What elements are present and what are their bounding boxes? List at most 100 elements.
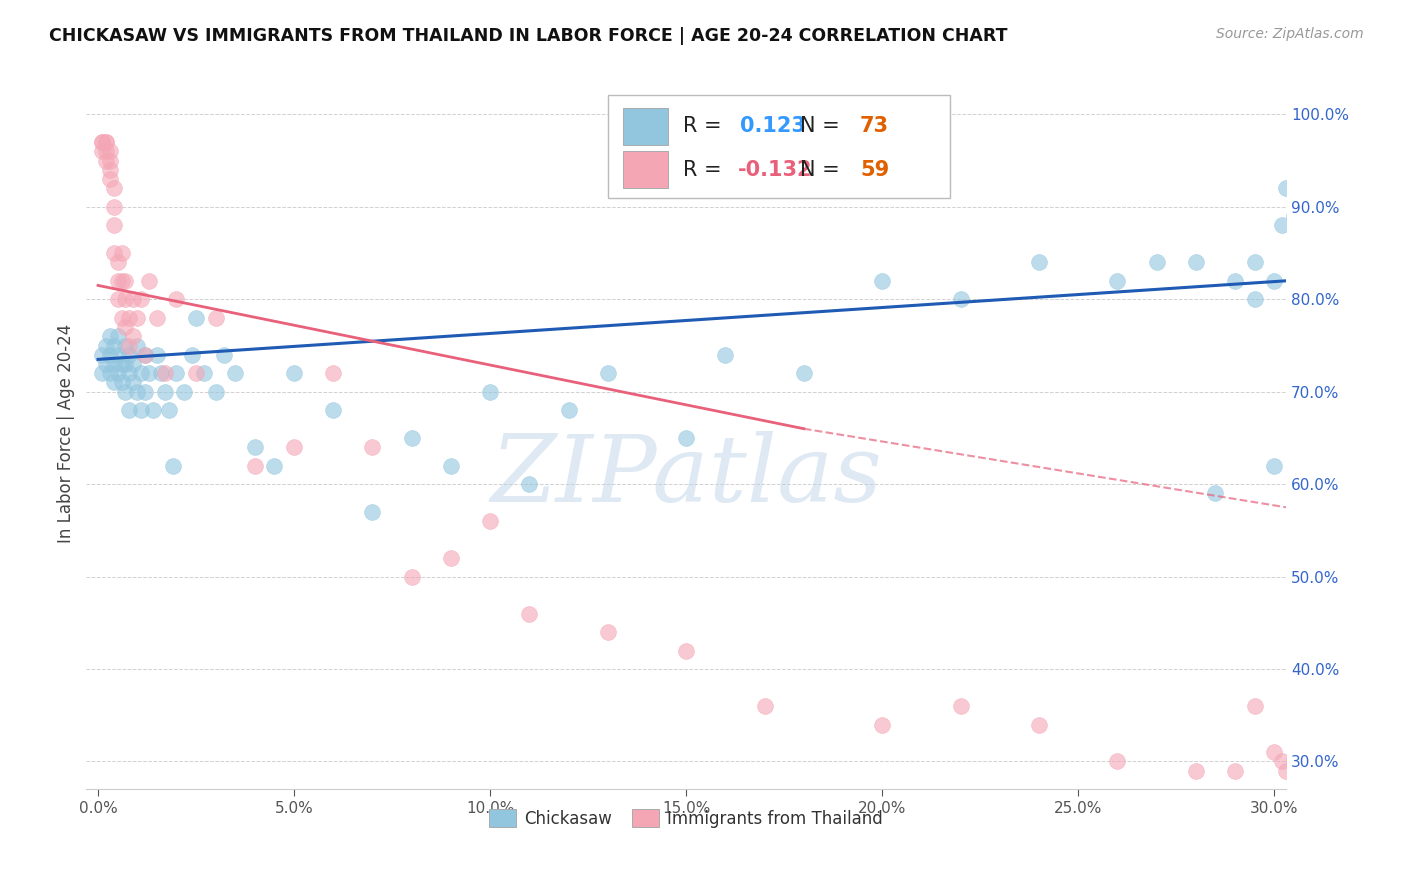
- Point: [142, 403, 165, 417]
- Point: [122, 357, 145, 371]
- Point: [114, 320, 136, 334]
- Point: [146, 310, 169, 325]
- Point: [107, 366, 129, 380]
- Point: [243, 458, 266, 473]
- Point: [193, 366, 215, 380]
- Point: [557, 403, 579, 417]
- FancyBboxPatch shape: [623, 151, 668, 188]
- Point: [94, 153, 117, 168]
- Point: [162, 458, 184, 473]
- Point: [1184, 764, 1206, 778]
- Point: [138, 366, 160, 380]
- Point: [149, 366, 172, 380]
- Point: [110, 376, 132, 390]
- Point: [1028, 255, 1050, 269]
- Point: [243, 440, 266, 454]
- Point: [212, 348, 235, 362]
- Point: [1204, 486, 1226, 500]
- Point: [110, 246, 132, 260]
- Point: [127, 384, 149, 399]
- FancyBboxPatch shape: [609, 95, 950, 198]
- Point: [401, 569, 423, 583]
- Point: [479, 514, 502, 528]
- Point: [1146, 255, 1168, 269]
- Point: [181, 348, 204, 362]
- Point: [107, 329, 129, 343]
- Point: [134, 348, 156, 362]
- Point: [134, 384, 156, 399]
- Point: [107, 293, 129, 307]
- Point: [146, 348, 169, 362]
- Point: [138, 274, 160, 288]
- Point: [401, 431, 423, 445]
- Point: [129, 403, 152, 417]
- Point: [1107, 755, 1129, 769]
- Point: [110, 357, 132, 371]
- Point: [166, 293, 188, 307]
- Point: [263, 458, 285, 473]
- Point: [1282, 755, 1305, 769]
- Point: [94, 135, 117, 149]
- Point: [1223, 274, 1246, 288]
- Point: [1271, 755, 1294, 769]
- Point: [322, 403, 344, 417]
- Text: 0.123: 0.123: [740, 116, 806, 136]
- Point: [793, 366, 815, 380]
- Point: [714, 348, 737, 362]
- Point: [122, 293, 145, 307]
- Point: [107, 274, 129, 288]
- Text: R =: R =: [682, 116, 728, 136]
- Point: [98, 329, 121, 343]
- Text: Source: ZipAtlas.com: Source: ZipAtlas.com: [1216, 27, 1364, 41]
- Point: [166, 366, 188, 380]
- Text: R =: R =: [682, 160, 728, 179]
- Point: [114, 274, 136, 288]
- Point: [1243, 255, 1265, 269]
- Point: [361, 505, 384, 519]
- Point: [1028, 717, 1050, 731]
- Point: [184, 366, 207, 380]
- Point: [184, 310, 207, 325]
- Point: [91, 135, 114, 149]
- Point: [118, 348, 141, 362]
- Point: [107, 255, 129, 269]
- Point: [517, 607, 540, 621]
- Point: [173, 384, 195, 399]
- Point: [1263, 274, 1285, 288]
- Point: [870, 717, 893, 731]
- Point: [114, 384, 136, 399]
- Point: [754, 699, 776, 714]
- Point: [94, 135, 117, 149]
- Point: [1243, 293, 1265, 307]
- Point: [103, 357, 125, 371]
- Point: [114, 357, 136, 371]
- Text: 73: 73: [860, 116, 889, 136]
- Point: [94, 145, 117, 159]
- Point: [98, 348, 121, 362]
- Text: ZIPatlas: ZIPatlas: [491, 431, 882, 521]
- Point: [98, 145, 121, 159]
- Point: [322, 366, 344, 380]
- Point: [118, 366, 141, 380]
- Point: [98, 162, 121, 177]
- Point: [440, 458, 463, 473]
- Point: [110, 310, 132, 325]
- Point: [596, 625, 619, 640]
- Point: [118, 403, 141, 417]
- Point: [1271, 219, 1294, 233]
- Point: [114, 338, 136, 352]
- Point: [1263, 458, 1285, 473]
- Point: [283, 366, 305, 380]
- Point: [103, 181, 125, 195]
- Point: [91, 135, 114, 149]
- Point: [361, 440, 384, 454]
- Point: [103, 219, 125, 233]
- Text: 59: 59: [860, 160, 890, 179]
- Point: [1275, 181, 1298, 195]
- Text: CHICKASAW VS IMMIGRANTS FROM THAILAND IN LABOR FORCE | AGE 20-24 CORRELATION CHA: CHICKASAW VS IMMIGRANTS FROM THAILAND IN…: [49, 27, 1008, 45]
- Point: [479, 384, 502, 399]
- Point: [103, 200, 125, 214]
- Point: [153, 384, 176, 399]
- Point: [91, 366, 114, 380]
- Text: -0.132: -0.132: [738, 160, 813, 179]
